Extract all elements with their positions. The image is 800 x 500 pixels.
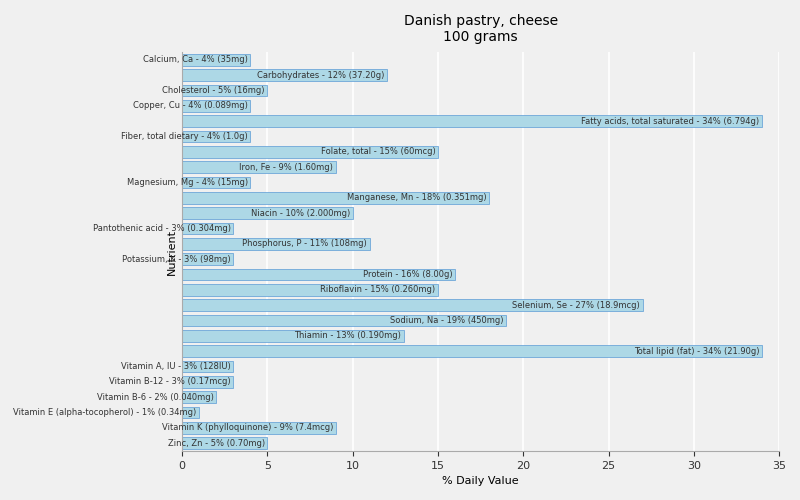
Text: Selenium, Se - 27% (18.9mcg): Selenium, Se - 27% (18.9mcg): [512, 300, 640, 310]
Text: Sodium, Na - 19% (450mg): Sodium, Na - 19% (450mg): [390, 316, 504, 325]
Text: Magnesium, Mg - 4% (15mg): Magnesium, Mg - 4% (15mg): [126, 178, 248, 187]
Text: Total lipid (fat) - 34% (21.90g): Total lipid (fat) - 34% (21.90g): [634, 346, 759, 356]
Bar: [182, 392, 216, 403]
Bar: [182, 192, 489, 203]
Bar: [182, 422, 336, 434]
Bar: [182, 223, 234, 234]
Bar: [182, 116, 762, 127]
Text: Copper, Cu - 4% (0.089mg): Copper, Cu - 4% (0.089mg): [133, 102, 248, 110]
Bar: [182, 269, 455, 280]
Bar: [182, 177, 250, 188]
Bar: [182, 376, 234, 388]
Title: Danish pastry, cheese
100 grams: Danish pastry, cheese 100 grams: [403, 14, 558, 44]
Text: Iron, Fe - 9% (1.60mg): Iron, Fe - 9% (1.60mg): [239, 162, 333, 172]
Bar: [182, 85, 267, 96]
Bar: [182, 70, 386, 81]
Text: Calcium, Ca - 4% (35mg): Calcium, Ca - 4% (35mg): [143, 56, 248, 64]
Text: Folate, total - 15% (60mcg): Folate, total - 15% (60mcg): [321, 148, 435, 156]
Text: Potassium, K - 3% (98mg): Potassium, K - 3% (98mg): [122, 254, 230, 264]
Text: Phosphorus, P - 11% (108mg): Phosphorus, P - 11% (108mg): [242, 240, 367, 248]
Bar: [182, 361, 234, 372]
Text: Thiamin - 13% (0.190mg): Thiamin - 13% (0.190mg): [294, 332, 402, 340]
Text: Fiber, total dietary - 4% (1.0g): Fiber, total dietary - 4% (1.0g): [121, 132, 248, 141]
Bar: [182, 346, 762, 357]
Text: Vitamin K (phylloquinone) - 9% (7.4mcg): Vitamin K (phylloquinone) - 9% (7.4mcg): [162, 424, 333, 432]
Text: Manganese, Mn - 18% (0.351mg): Manganese, Mn - 18% (0.351mg): [347, 194, 486, 202]
Text: Vitamin E (alpha-tocopherol) - 1% (0.34mg): Vitamin E (alpha-tocopherol) - 1% (0.34m…: [14, 408, 197, 417]
Bar: [182, 131, 250, 142]
Bar: [182, 238, 370, 250]
Bar: [182, 407, 199, 418]
Text: Riboflavin - 15% (0.260mg): Riboflavin - 15% (0.260mg): [320, 286, 435, 294]
Text: Vitamin A, IU - 3% (128IU): Vitamin A, IU - 3% (128IU): [121, 362, 230, 371]
Text: Niacin - 10% (2.000mg): Niacin - 10% (2.000mg): [251, 208, 350, 218]
Text: Carbohydrates - 12% (37.20g): Carbohydrates - 12% (37.20g): [257, 70, 384, 80]
X-axis label: % Daily Value: % Daily Value: [442, 476, 519, 486]
Text: Protein - 16% (8.00g): Protein - 16% (8.00g): [363, 270, 453, 279]
Text: Pantothenic acid - 3% (0.304mg): Pantothenic acid - 3% (0.304mg): [93, 224, 230, 233]
Bar: [182, 146, 438, 158]
Bar: [182, 162, 336, 173]
Text: Zinc, Zn - 5% (0.70mg): Zinc, Zn - 5% (0.70mg): [168, 438, 265, 448]
Y-axis label: Nutrient: Nutrient: [166, 228, 177, 274]
Bar: [182, 300, 642, 311]
Bar: [182, 438, 267, 449]
Bar: [182, 208, 353, 219]
Bar: [182, 254, 234, 265]
Bar: [182, 330, 404, 342]
Text: Vitamin B-6 - 2% (0.040mg): Vitamin B-6 - 2% (0.040mg): [97, 392, 214, 402]
Bar: [182, 315, 506, 326]
Bar: [182, 54, 250, 66]
Bar: [182, 100, 250, 112]
Text: Cholesterol - 5% (16mg): Cholesterol - 5% (16mg): [162, 86, 265, 95]
Text: Fatty acids, total saturated - 34% (6.794g): Fatty acids, total saturated - 34% (6.79…: [582, 116, 759, 126]
Bar: [182, 284, 438, 296]
Text: Vitamin B-12 - 3% (0.17mcg): Vitamin B-12 - 3% (0.17mcg): [109, 378, 230, 386]
